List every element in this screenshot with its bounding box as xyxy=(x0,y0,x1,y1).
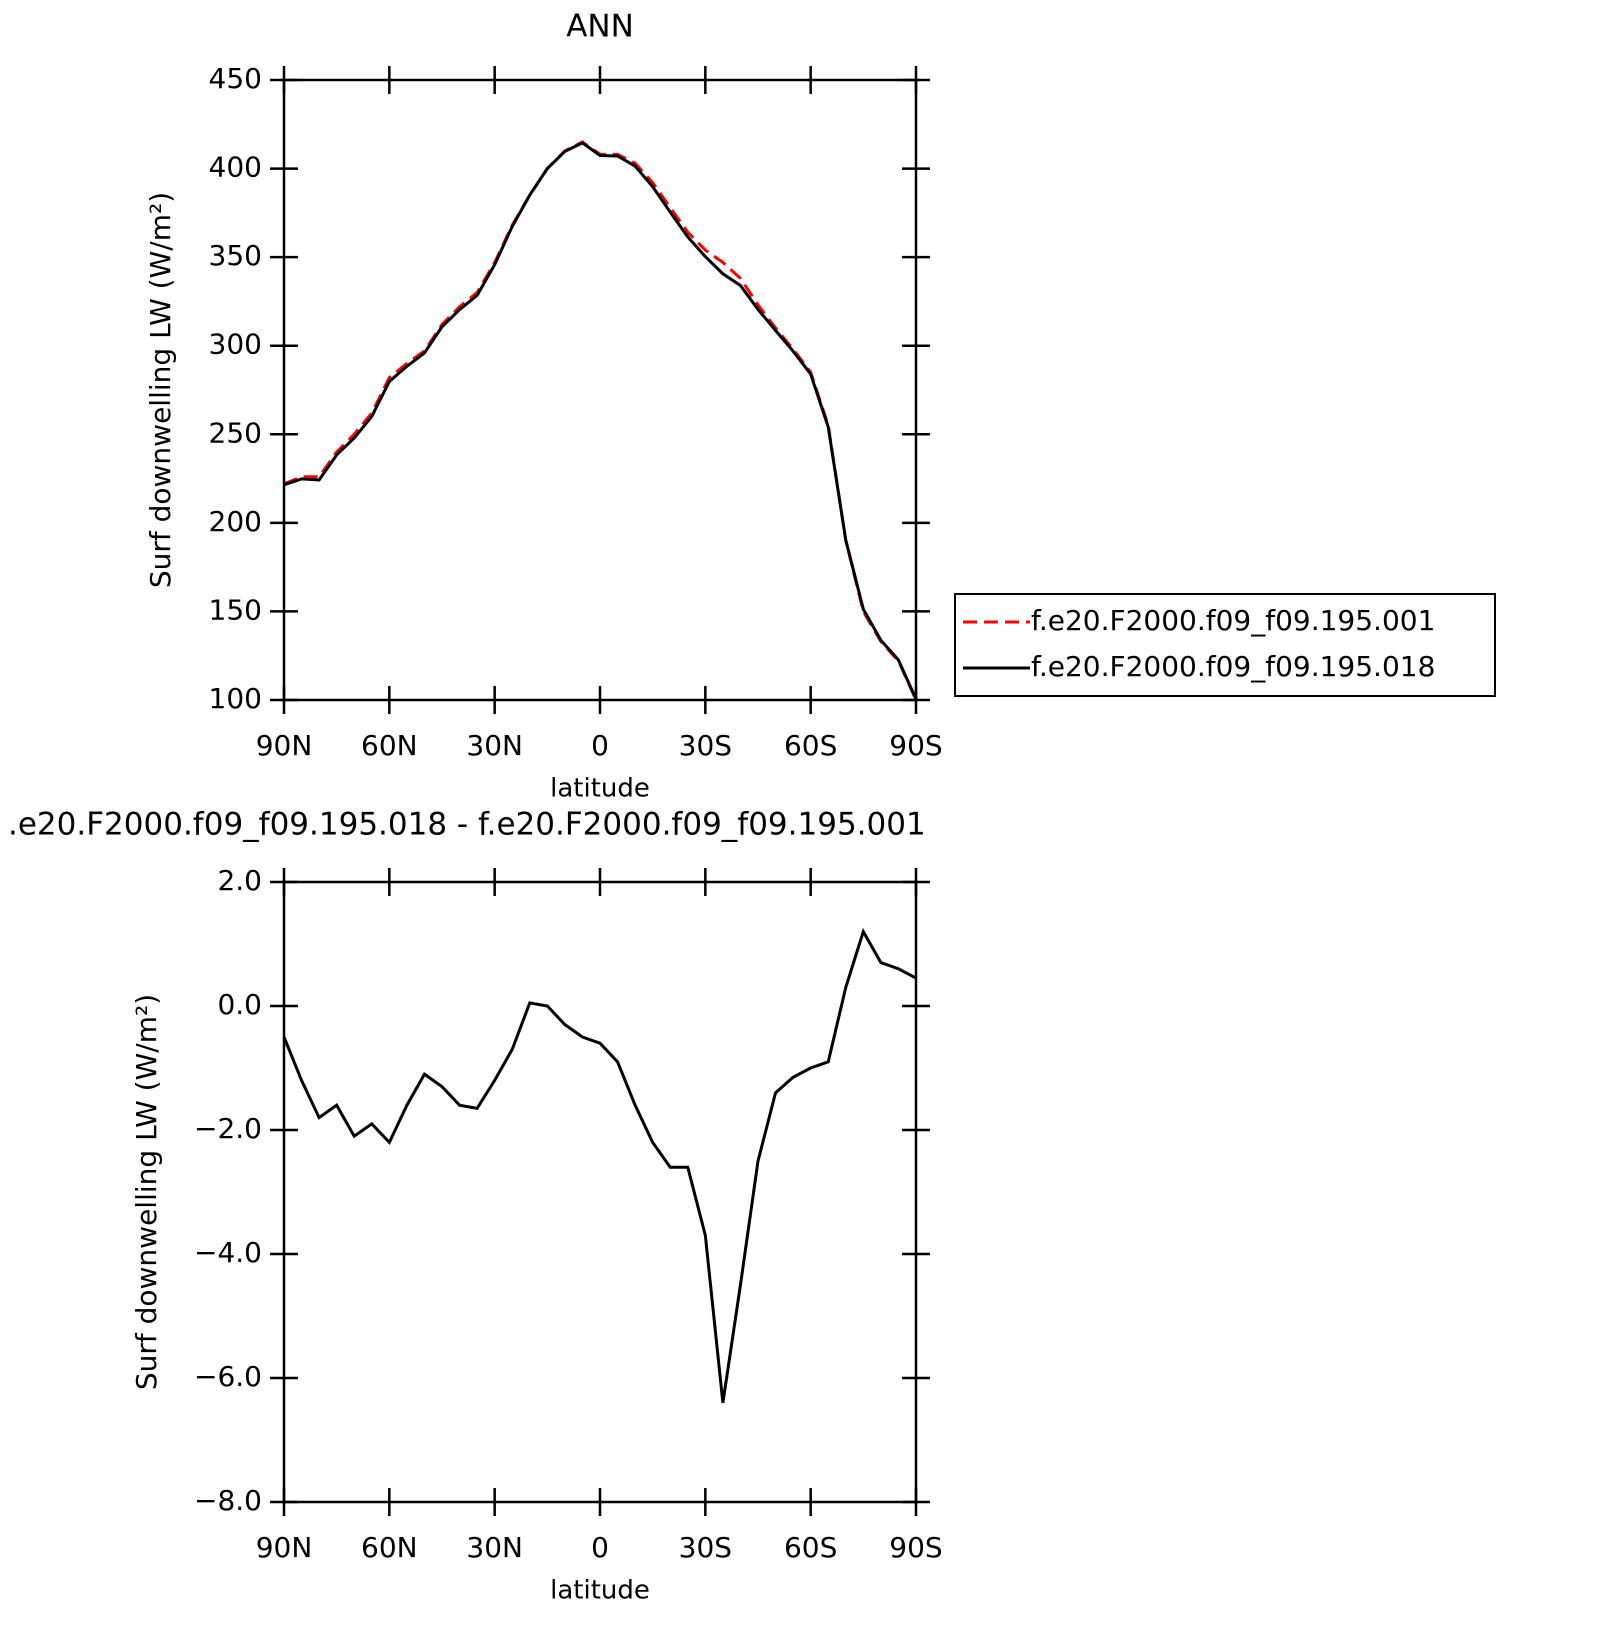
series-line xyxy=(283,140,918,701)
y-tick-label: 100 xyxy=(209,682,262,715)
x-tick-label: 90S xyxy=(889,1531,942,1564)
y-axis-label: Surf downwelling LW (W/m²) xyxy=(130,994,163,1390)
x-tick-label: 30N xyxy=(466,1531,523,1564)
x-tick-label: 60S xyxy=(784,1531,837,1564)
series-line xyxy=(283,141,918,700)
x-axis-label: latitude xyxy=(550,774,650,804)
y-tick-label: 150 xyxy=(209,593,262,626)
chart-title: ANN xyxy=(566,9,634,45)
x-tick-label: 60S xyxy=(784,729,837,762)
x-axis-label: latitude xyxy=(550,1576,650,1606)
chart-title: .e20.F2000.f09_f09.195.018 - f.e20.F2000… xyxy=(8,807,926,843)
y-tick-label: −8.0 xyxy=(194,1484,262,1517)
x-tick-label: 0 xyxy=(591,729,609,762)
legend-box xyxy=(954,593,1496,697)
y-tick-label: 250 xyxy=(209,416,262,449)
y-tick-label: 200 xyxy=(209,505,262,538)
legend-label: f.e20.F2000.f09_f09.195.018 xyxy=(1031,650,1435,683)
plot-frame xyxy=(282,78,918,702)
y-tick-label: 350 xyxy=(209,239,262,272)
x-tick-label: 30S xyxy=(679,729,732,762)
y-tick-label: −2.0 xyxy=(194,1112,262,1145)
y-tick-label: 2.0 xyxy=(217,864,262,897)
series-line xyxy=(282,927,917,1404)
x-tick-label: 60N xyxy=(361,1531,418,1564)
x-tick-label: 0 xyxy=(591,1531,609,1564)
y-tick-label: −4.0 xyxy=(194,1236,262,1269)
y-tick-label: 450 xyxy=(209,62,262,95)
x-tick-label: 30S xyxy=(679,1531,732,1564)
y-axis-label: Surf downwelling LW (W/m²) xyxy=(144,192,177,588)
legend-label: f.e20.F2000.f09_f09.195.001 xyxy=(1031,604,1435,637)
x-tick-label: 30N xyxy=(466,729,523,762)
y-tick-label: 0.0 xyxy=(217,988,262,1021)
x-tick-label: 90N xyxy=(256,729,313,762)
x-tick-label: 60N xyxy=(361,729,418,762)
x-tick-label: 90S xyxy=(889,729,942,762)
plot-frame xyxy=(282,880,918,1504)
x-tick-label: 90N xyxy=(256,1531,313,1564)
y-tick-label: 400 xyxy=(209,151,262,184)
y-tick-label: −6.0 xyxy=(194,1360,262,1393)
y-tick-label: 300 xyxy=(209,328,262,361)
